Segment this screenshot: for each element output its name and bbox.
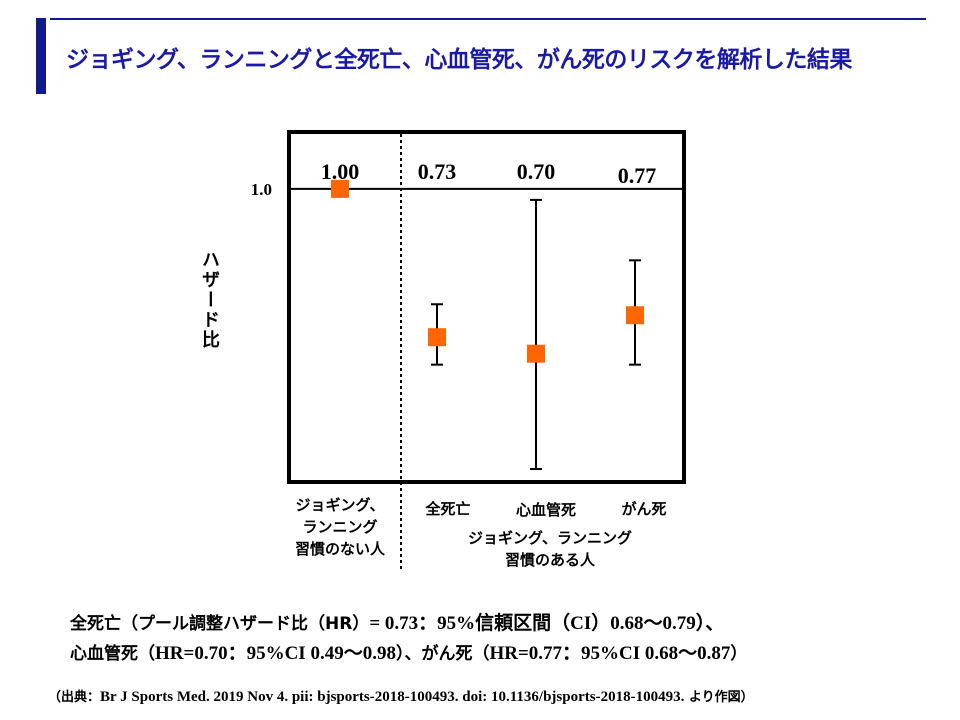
data-point-marker (527, 344, 545, 363)
reference-label-line3: 習慣のない人 (294, 540, 385, 558)
data-value-label: 0.73 (418, 159, 457, 184)
source-close: より作図） (684, 690, 754, 705)
footnote-1a: 全死亡（プール調整ハザード比（HR） (70, 614, 370, 634)
footnote-2a: 心血管死（ (70, 644, 155, 664)
data-point-marker (626, 306, 644, 325)
footnote-2c: ）、がん死（ (395, 644, 490, 664)
data-value-label: 0.70 (517, 159, 556, 184)
data-point-marker (428, 328, 446, 347)
page-title: ジョギング、ランニングと全死亡、心血管死、がん死のリスクを解析した結果 (66, 47, 852, 73)
title-rule (50, 18, 926, 20)
data-value-label: 0.77 (618, 163, 657, 188)
data-point-marker (331, 179, 349, 198)
y-axis-label: ハザード比 (199, 250, 220, 350)
habit-label-line2: 習慣のある人 (504, 551, 595, 569)
footnote-2e: ） (730, 644, 748, 664)
footnote-2b: HR=0.70：95%CI 0.49〜0.98 (155, 643, 396, 664)
title-accent-bar (36, 18, 46, 94)
footnote-2d: HR=0.77：95%CI 0.68〜0.87 (489, 643, 731, 664)
footnote-1b: = 0.73：95%信頼区間（CI）0.68〜0.79）、 (369, 613, 725, 634)
category-label-all-cause: 全死亡 (425, 500, 471, 518)
data-value-label: 1.00 (321, 159, 360, 184)
y-tick-label: 1.0 (251, 180, 272, 199)
category-label-cardiovascular: 心血管死 (515, 501, 576, 519)
plot-frame (287, 130, 686, 484)
habit-label-line1: ジョギング、ランニング (468, 529, 632, 547)
footnote-all-cause: 全死亡（プール調整ハザード比（HR）= 0.73：95%信頼区間（CI）0.68… (70, 608, 724, 635)
habit-group-label: ジョギング、ランニング 習慣のある人 (440, 527, 660, 571)
reference-label-line2: ランニング (302, 518, 378, 536)
source-citation: （出典：Br J Sports Med. 2019 Nov 4. pii: bj… (48, 686, 754, 706)
footnote-cv-cancer: 心血管死（HR=0.70：95%CI 0.49〜0.98）、がん死（HR=0.7… (70, 638, 747, 665)
category-label-cancer: がん死 (621, 500, 667, 518)
reference-label-line1: ジョギング、 (295, 496, 385, 514)
reference-group-label: ジョギング、 ランニング 習慣のない人 (270, 494, 410, 560)
source-reference: Br J Sports Med. 2019 Nov 4. pii: bjspor… (100, 689, 685, 705)
source-open: （出典： (48, 690, 101, 705)
